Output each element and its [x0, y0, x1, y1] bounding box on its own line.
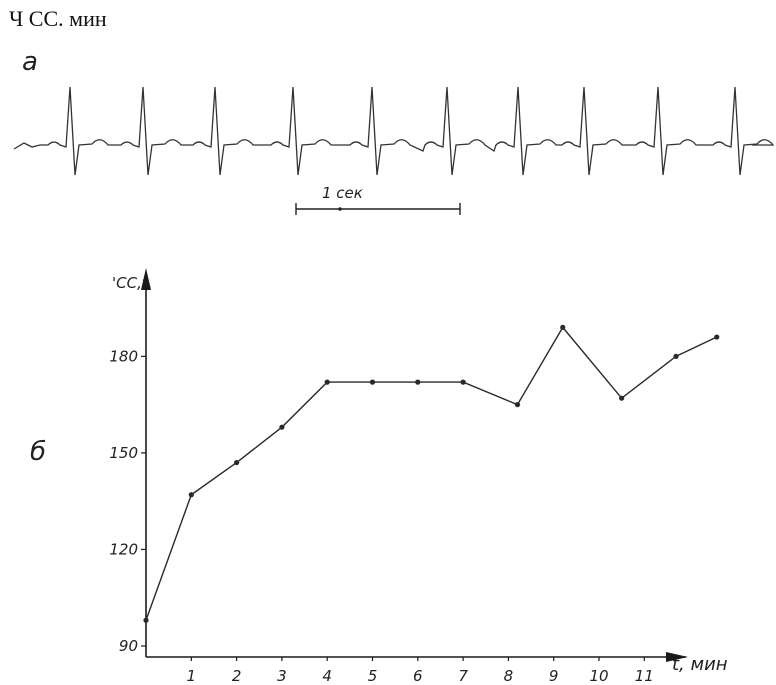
ecg-time-scale-bar	[295, 203, 461, 215]
y-tick-label: 90	[119, 637, 138, 655]
ecg-scale-label: 1 сек	[322, 184, 363, 202]
x-tick-label: 1	[187, 667, 197, 685]
data-point	[324, 379, 330, 385]
y-tick-label: 150	[109, 444, 138, 462]
data-point	[673, 353, 679, 359]
data-points	[143, 324, 720, 623]
y-ticks: 90 120 150 180	[109, 347, 146, 655]
series-line	[145, 326, 718, 621]
x-axis-arrow	[666, 652, 688, 662]
x-axis-label: t, мин	[672, 654, 728, 675]
data-point	[619, 395, 625, 401]
x-tick-label: 10	[589, 667, 608, 685]
y-tick-label: 120	[109, 540, 138, 558]
data-point	[279, 424, 285, 430]
chart-axes	[141, 268, 688, 662]
x-tick-label: 6	[413, 667, 423, 685]
x-tick-label: 5	[368, 667, 378, 685]
data-point	[415, 379, 421, 385]
x-tick-label: 8	[504, 667, 514, 685]
data-point	[234, 459, 240, 466]
x-tick-label: 11	[635, 667, 654, 685]
y-axis-arrow	[141, 268, 151, 290]
data-point	[514, 402, 521, 408]
ecg-trace	[13, 86, 775, 176]
data-point	[560, 324, 566, 330]
data-point	[714, 334, 720, 340]
data-point	[460, 379, 466, 385]
x-tick-label: 3	[277, 667, 287, 685]
x-tick-label: 7	[458, 667, 468, 685]
ecg-panel-label: а	[22, 47, 38, 77]
y-tick-label: 180	[109, 347, 138, 365]
x-tick-label: 9	[549, 667, 559, 685]
data-point	[188, 492, 194, 498]
data-point	[369, 379, 376, 385]
x-tick-label: 4	[322, 667, 332, 685]
data-point	[143, 617, 149, 623]
figure-caption: Ч СС. мин	[9, 6, 107, 31]
chart-panel-label: б	[30, 437, 46, 467]
x-ticks: 1 2 3 4 5 6 7 8 9 10 11	[187, 657, 654, 685]
x-tick-label: 2	[232, 667, 242, 685]
